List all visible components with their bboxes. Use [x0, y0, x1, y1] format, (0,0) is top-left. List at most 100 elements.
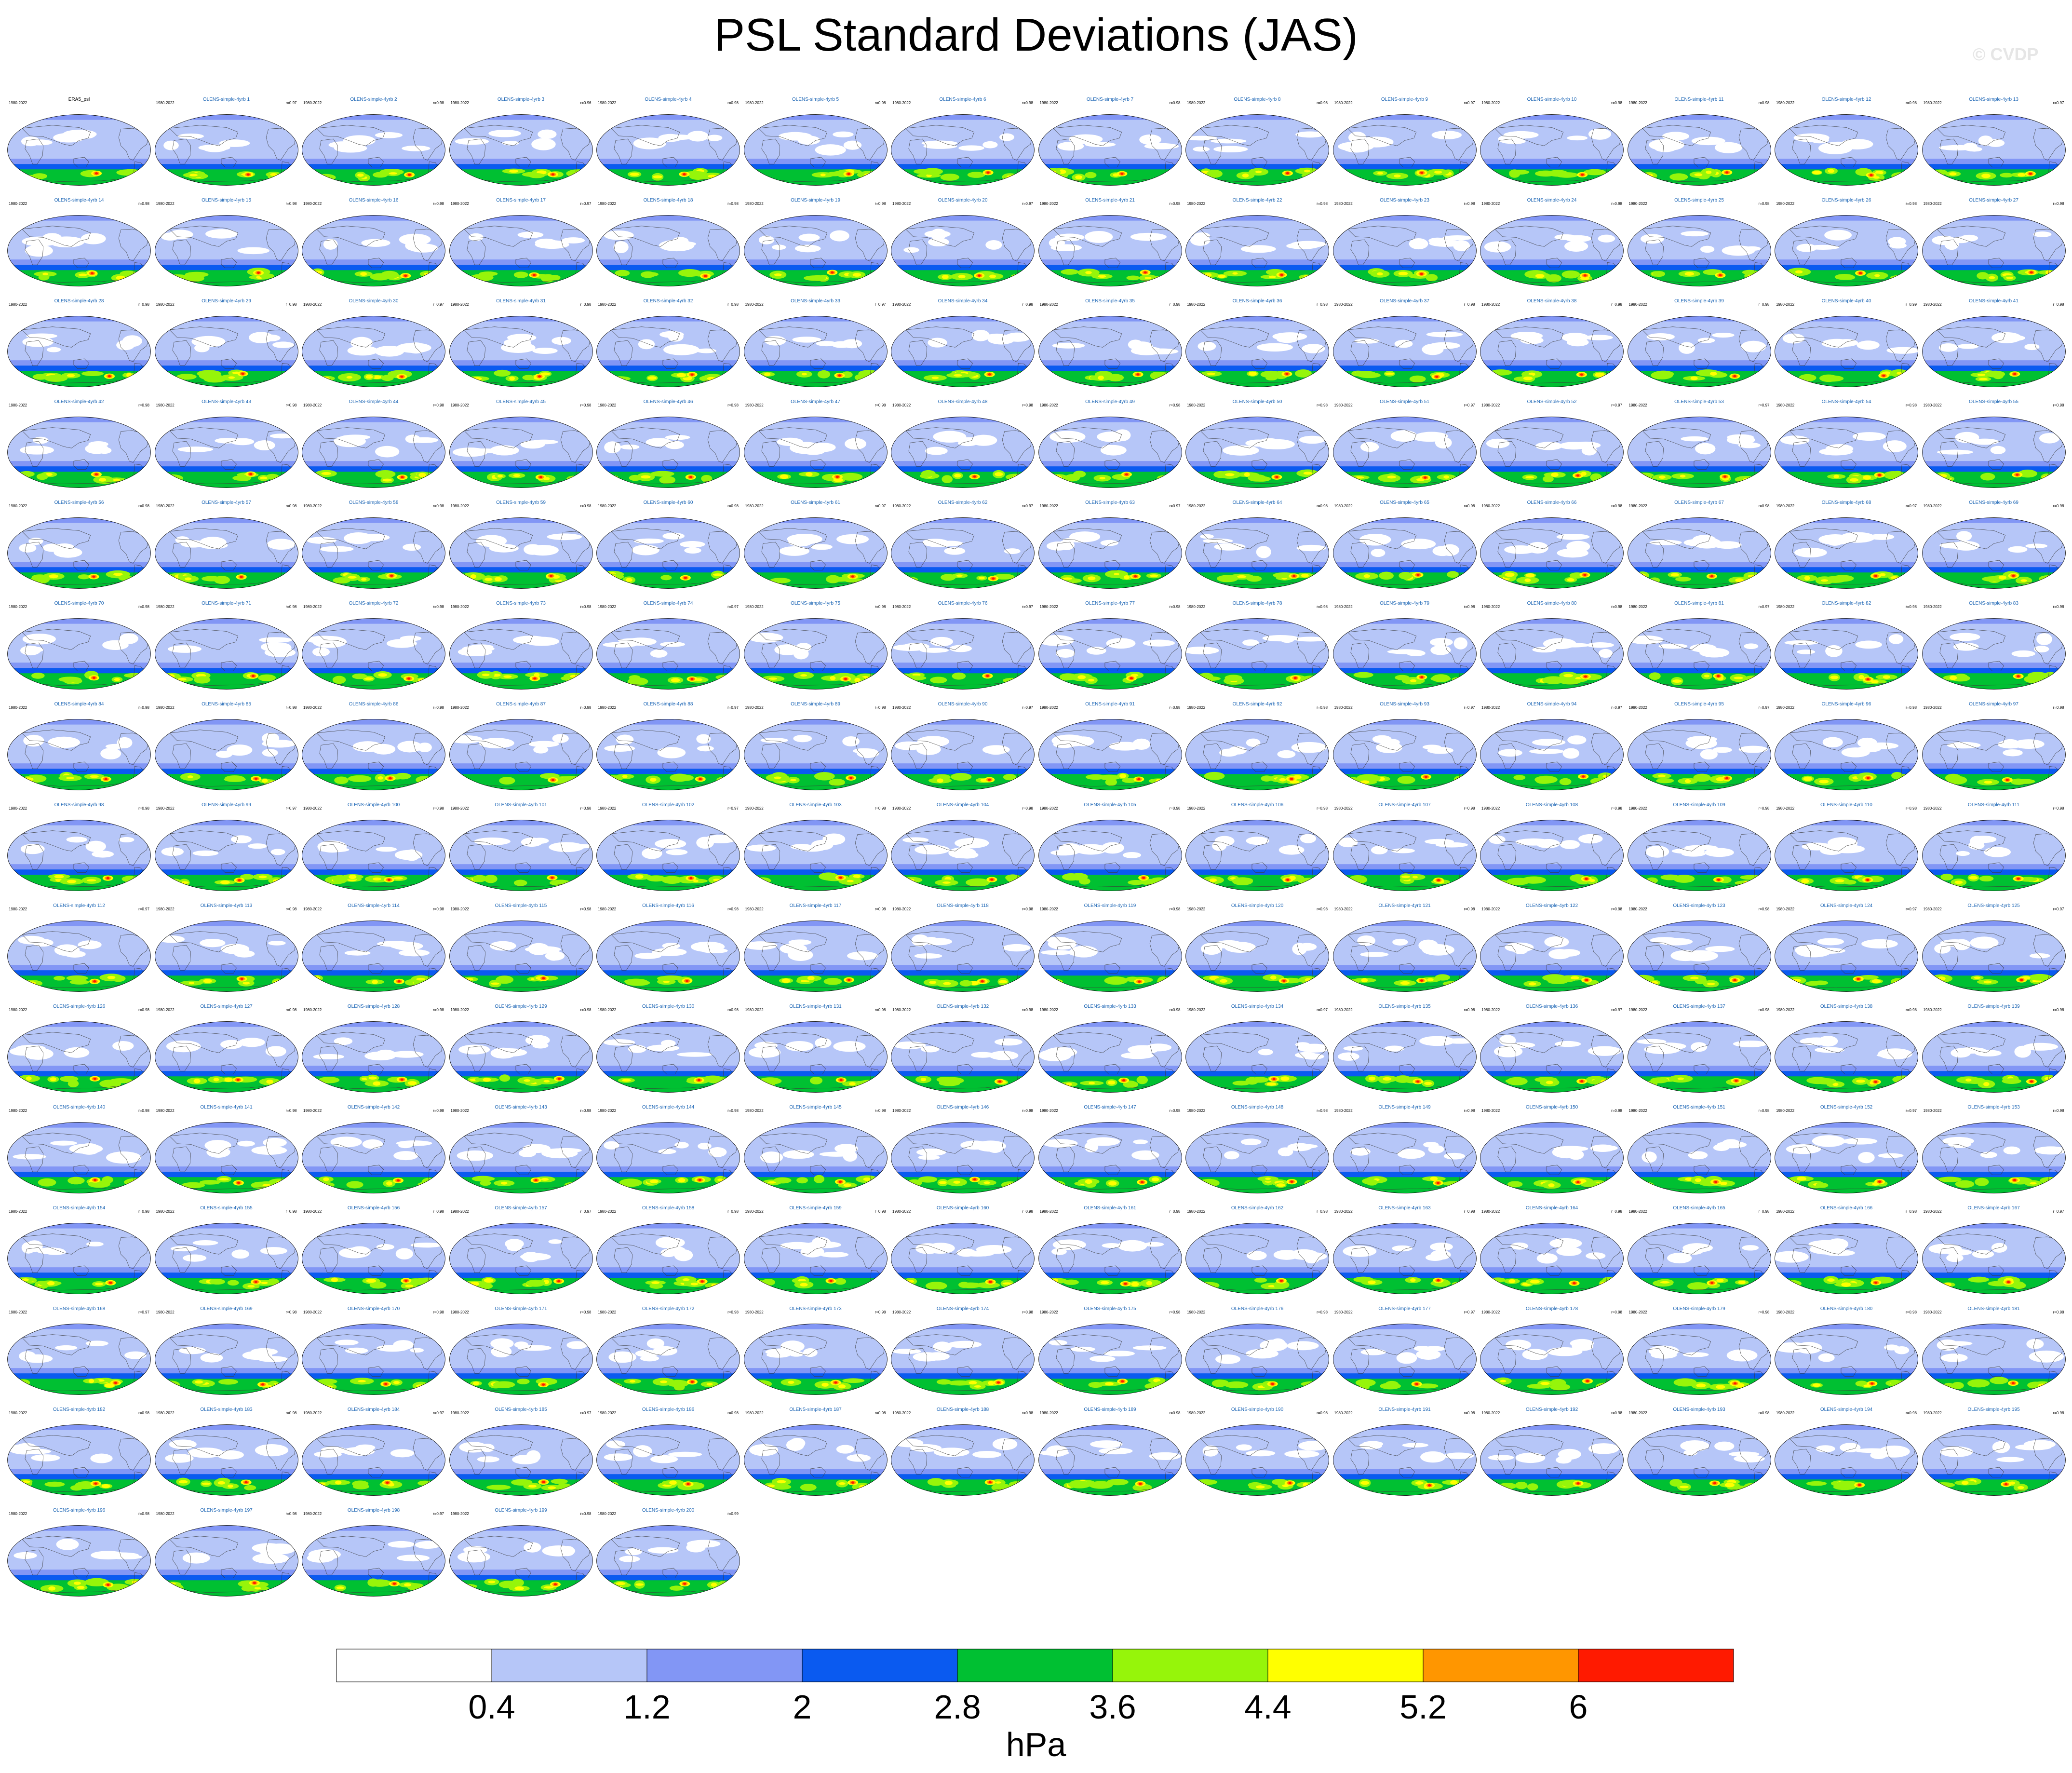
panel-correlation: r=0.98	[727, 1411, 739, 1415]
psl-stddev-map	[1038, 920, 1182, 992]
map-panel: OLENS-simple-4yrb 74 1980-2022 r=0.97	[596, 600, 740, 699]
panel-correlation: r=0.98	[727, 1209, 739, 1214]
panel-title: OLENS-simple-4yrb 65	[1380, 500, 1429, 505]
panel-correlation: r=0.98	[138, 1109, 149, 1113]
panel-correlation: r=0.98	[875, 605, 886, 609]
map-panel: OLENS-simple-4yrb 62 1980-2022 r=0.97	[890, 500, 1035, 598]
panel-years: 1980-2022	[1923, 907, 1942, 911]
psl-stddev-map	[302, 1122, 445, 1193]
panel-correlation: r=0.97	[138, 907, 149, 911]
map-panel: OLENS-simple-4yrb 3 1980-2022 r=0.96	[449, 96, 593, 195]
panel-title: OLENS-simple-4yrb 18	[643, 198, 693, 203]
map-panel: OLENS-simple-4yrb 95 1980-2022 r=0.97	[1627, 701, 1772, 800]
psl-stddev-map	[1775, 719, 1918, 790]
psl-stddev-map	[449, 316, 593, 387]
panel-years: 1980-2022	[1776, 907, 1795, 911]
panel-correlation: r=0.98	[1611, 202, 1622, 206]
panel-title: OLENS-simple-4yrb 16	[349, 198, 399, 203]
psl-stddev-map	[1332, 1424, 1477, 1496]
panel-years: 1980-2022	[1776, 504, 1795, 508]
psl-stddev-map	[449, 1525, 593, 1597]
panel-title: OLENS-simple-4yrb 104	[936, 802, 989, 808]
map-panel: OLENS-simple-4yrb 13 1980-2022 r=0.97	[1922, 96, 2066, 195]
map-panel: OLENS-simple-4yrb 86 1980-2022 r=0.98	[301, 701, 446, 800]
panel-correlation: r=0.98	[1758, 302, 1770, 307]
panel-title: OLENS-simple-4yrb 188	[936, 1407, 989, 1412]
panel-years: 1980-2022	[1628, 907, 1647, 911]
psl-stddev-map	[1480, 1223, 1624, 1294]
map-panel: OLENS-simple-4yrb 115 1980-2022 r=0.98	[449, 903, 593, 1002]
panel-title: OLENS-simple-4yrb 124	[1820, 903, 1873, 908]
psl-stddev-map	[1775, 517, 1918, 589]
map-panel: OLENS-simple-4yrb 45 1980-2022 r=0.98	[449, 399, 593, 498]
panel-title: OLENS-simple-4yrb 193	[1673, 1407, 1725, 1412]
panel-correlation: r=0.98	[285, 705, 297, 710]
panel-correlation: r=0.98	[1611, 302, 1622, 307]
map-panel: OLENS-simple-4yrb 128 1980-2022 r=0.98	[301, 1003, 446, 1102]
panel-correlation: r=0.97	[2053, 907, 2064, 911]
panel-title: OLENS-simple-4yrb 180	[1820, 1306, 1873, 1312]
panel-years: 1980-2022	[303, 1209, 322, 1214]
panel-years: 1980-2022	[598, 1310, 617, 1314]
map-panel: OLENS-simple-4yrb 48 1980-2022 r=0.98	[890, 399, 1035, 498]
psl-stddev-map	[302, 1223, 445, 1294]
colorbar-swatch	[1578, 1649, 1734, 1682]
panel-title: OLENS-simple-4yrb 187	[789, 1407, 842, 1412]
panel-years: 1980-2022	[1628, 806, 1647, 811]
psl-stddev-map	[7, 719, 151, 790]
map-panel: OLENS-simple-4yrb 175 1980-2022 r=0.98	[1038, 1306, 1183, 1405]
map-panel: OLENS-simple-4yrb 56 1980-2022 r=0.98	[7, 500, 151, 598]
psl-stddev-map	[1185, 1021, 1329, 1093]
panel-years: 1980-2022	[745, 101, 764, 105]
panel-title: OLENS-simple-4yrb 139	[1967, 1004, 2020, 1009]
panel-correlation: r=0.98	[1611, 1209, 1622, 1214]
panel-years: 1980-2022	[156, 101, 175, 105]
psl-stddev-map	[891, 1223, 1035, 1294]
map-panel: ERA5_psl 1980-2022	[7, 96, 151, 195]
panel-years: 1980-2022	[892, 504, 911, 508]
panel-correlation: r=0.98	[1169, 1310, 1181, 1314]
panel-years: 1980-2022	[598, 1209, 617, 1214]
psl-stddev-map	[743, 215, 888, 286]
panel-correlation: r=0.98	[285, 1411, 297, 1415]
panel-correlation: r=0.98	[1022, 101, 1033, 105]
panel-correlation: r=0.98	[285, 1209, 297, 1214]
panel-title: OLENS-simple-4yrb 131	[789, 1004, 842, 1009]
panel-years: 1980-2022	[598, 1411, 617, 1415]
map-panel: OLENS-simple-4yrb 73 1980-2022 r=0.98	[449, 600, 593, 699]
panel-correlation: r=0.98	[1464, 806, 1475, 811]
panel-correlation: r=0.98	[727, 302, 739, 307]
panel-years: 1980-2022	[1187, 1008, 1206, 1012]
psl-stddev-map	[449, 719, 593, 790]
panel-correlation: r=0.97	[1464, 101, 1475, 105]
panel-title: OLENS-simple-4yrb 186	[642, 1407, 695, 1412]
psl-stddev-map	[154, 719, 298, 790]
panel-correlation: r=0.97	[1611, 1008, 1622, 1012]
psl-stddev-map	[1775, 114, 1918, 186]
panel-years: 1980-2022	[1776, 1209, 1795, 1214]
panel-title: OLENS-simple-4yrb 54	[1821, 399, 1871, 405]
panel-correlation: r=0.98	[1317, 101, 1328, 105]
psl-stddev-map	[449, 1021, 593, 1093]
psl-stddev-map	[743, 920, 888, 992]
panel-years: 1980-2022	[303, 907, 322, 911]
panel-correlation: r=0.98	[433, 806, 444, 811]
panel-years: 1980-2022	[156, 1512, 175, 1516]
map-panel: OLENS-simple-4yrb 119 1980-2022 r=0.98	[1038, 903, 1183, 1002]
panel-years: 1980-2022	[1039, 202, 1058, 206]
map-panel: OLENS-simple-4yrb 199 1980-2022 r=0.98	[449, 1507, 593, 1606]
map-panel: OLENS-simple-4yrb 70 1980-2022 r=0.98	[7, 600, 151, 699]
panel-correlation: r=0.98	[1758, 1310, 1770, 1314]
map-panel: OLENS-simple-4yrb 65 1980-2022 r=0.98	[1332, 500, 1477, 598]
map-panel: OLENS-simple-4yrb 1 1980-2022 r=0.97	[154, 96, 299, 195]
panel-years: 1980-2022	[1776, 1411, 1795, 1415]
panel-title: OLENS-simple-4yrb 33	[791, 298, 840, 304]
panel-years: 1980-2022	[1628, 705, 1647, 710]
panel-title: OLENS-simple-4yrb 101	[495, 802, 547, 808]
panel-title: OLENS-simple-4yrb 115	[495, 903, 547, 908]
map-panel: OLENS-simple-4yrb 85 1980-2022 r=0.98	[154, 701, 299, 800]
panel-title: OLENS-simple-4yrb 19	[791, 198, 840, 203]
panel-title: OLENS-simple-4yrb 94	[1527, 702, 1577, 707]
panel-years: 1980-2022	[1481, 605, 1500, 609]
colorbar-swatch	[802, 1649, 958, 1682]
